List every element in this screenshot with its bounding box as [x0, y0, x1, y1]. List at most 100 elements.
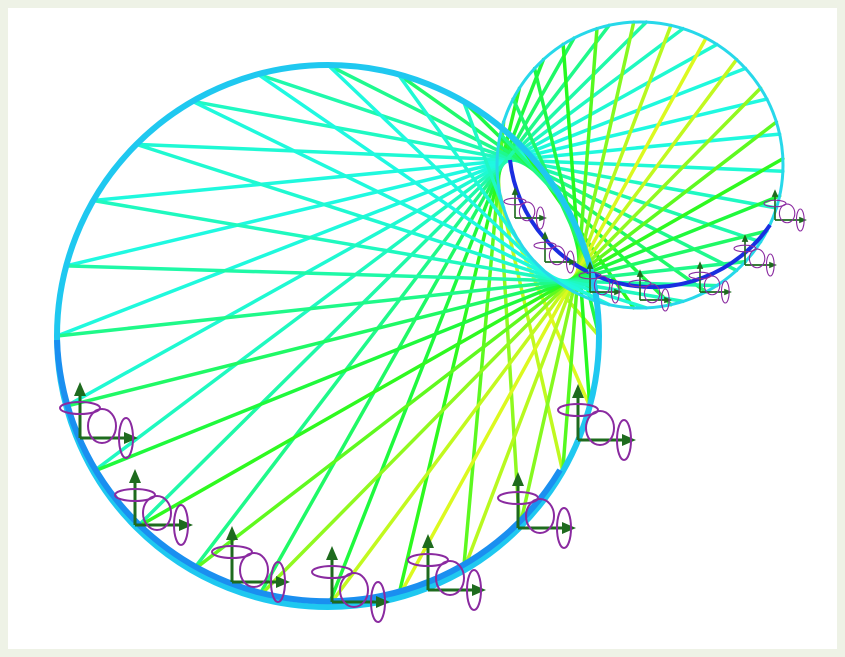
support-rotation: [616, 419, 632, 461]
support-rotation: [748, 248, 766, 269]
support-rotation: [518, 201, 536, 222]
lattice-member: [396, 72, 522, 244]
support-arrow: [422, 534, 434, 548]
support-arrow: [569, 258, 577, 266]
supports: [59, 187, 807, 623]
support-arrow: [539, 214, 547, 222]
support-rotation: [270, 561, 286, 603]
support-rotation: [585, 410, 615, 446]
support: [688, 261, 732, 304]
support-arrow: [769, 261, 777, 269]
support-rotation: [118, 417, 134, 459]
support-arrow: [124, 432, 138, 444]
support: [407, 534, 486, 611]
support-arrow: [326, 546, 338, 560]
support: [578, 261, 622, 304]
support-rotation: [370, 581, 386, 623]
support: [114, 469, 193, 546]
support-rotation: [557, 403, 599, 417]
base-ring-lower: [54, 339, 563, 605]
support-arrow: [572, 384, 584, 398]
support-rotation: [533, 241, 557, 250]
support-arrow: [74, 382, 86, 396]
support: [497, 472, 576, 549]
support-rotation: [628, 279, 652, 288]
support-rotation: [87, 408, 117, 444]
support-arrow: [636, 269, 644, 277]
lattice-member: [396, 36, 708, 600]
support-rotation: [173, 504, 189, 546]
support-rotation: [407, 553, 449, 567]
support-arrow: [586, 261, 594, 269]
support-arrow: [226, 526, 238, 540]
support-arrow: [276, 576, 290, 588]
support-rotation: [703, 275, 721, 296]
support: [763, 189, 807, 232]
support-arrow: [664, 296, 672, 304]
support-rotation: [720, 280, 730, 304]
lattice-member: [256, 72, 576, 294]
support-rotation: [59, 401, 101, 415]
lattice-member: [326, 63, 546, 273]
lattice-member: [560, 26, 599, 474]
support-rotation: [503, 197, 527, 206]
lattice-member: [134, 156, 785, 530]
lattice: [55, 20, 785, 609]
lattice-member: [461, 23, 673, 573]
support-rotation: [556, 507, 572, 549]
lattice-member: [461, 99, 506, 210]
support-rotation: [142, 495, 172, 531]
support-rotation: [565, 250, 575, 274]
support-arrow: [511, 187, 519, 195]
support-arrow: [179, 519, 193, 531]
support-rotation: [795, 208, 805, 232]
model-view: [54, 20, 807, 623]
support-rotation: [311, 565, 353, 579]
support-rotation: [660, 288, 670, 312]
support-rotation: [497, 491, 539, 505]
support-rotation: [535, 206, 545, 230]
lattice-member: [190, 120, 779, 573]
support-arrow: [562, 522, 576, 534]
support: [503, 187, 547, 230]
support-arrow: [771, 189, 779, 197]
support-rotation: [643, 283, 661, 304]
support: [533, 231, 577, 274]
support-rotation: [778, 203, 796, 224]
support: [733, 234, 777, 277]
support-arrow: [724, 288, 732, 296]
support-rotation: [763, 199, 787, 208]
support-arrow: [376, 596, 390, 608]
base-ring: [54, 62, 602, 610]
support-rotation: [114, 488, 156, 502]
support-arrow: [696, 261, 704, 269]
support-rotation: [593, 275, 611, 296]
support-rotation: [733, 244, 757, 253]
lattice-member: [91, 198, 685, 304]
support-rotation: [466, 569, 482, 611]
support-rotation: [211, 545, 253, 559]
support-arrow: [472, 584, 486, 596]
lattice-member: [91, 194, 782, 474]
support: [628, 269, 672, 312]
support-arrow: [741, 234, 749, 242]
top-ring: [495, 20, 785, 310]
support-arrow: [541, 231, 549, 239]
support-rotation: [578, 271, 602, 280]
support-rotation: [239, 552, 269, 588]
support-rotation: [548, 245, 566, 266]
lattice-member: [190, 99, 611, 307]
support-rotation: [435, 560, 465, 596]
support: [59, 382, 138, 459]
support-rotation: [339, 572, 369, 608]
viewport: [8, 8, 837, 649]
support-rotation: [688, 271, 712, 280]
support-arrow: [512, 472, 524, 486]
lattice-member: [55, 259, 748, 338]
support-arrow: [799, 216, 807, 224]
lattice-member: [64, 229, 769, 408]
support: [311, 546, 390, 623]
lattice-member: [326, 57, 739, 609]
support-arrow: [622, 434, 636, 446]
